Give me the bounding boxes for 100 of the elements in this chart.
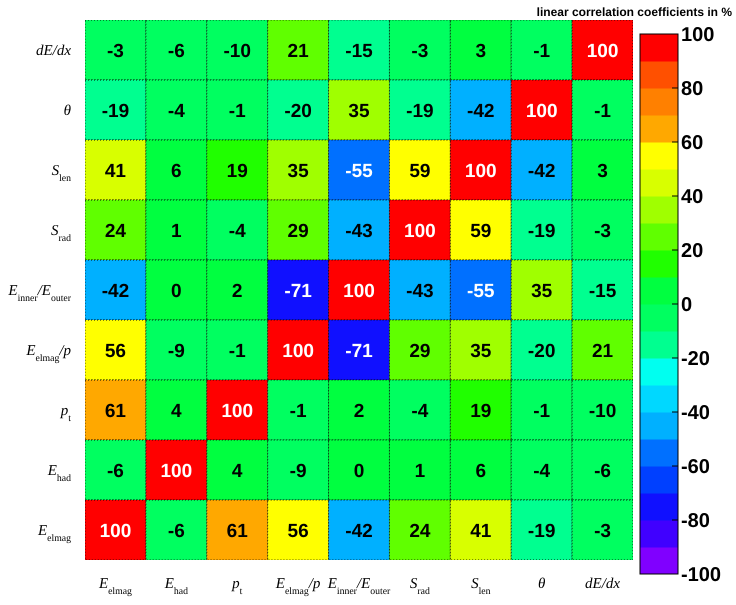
- data-label: 59: [409, 161, 430, 182]
- data-label: 100: [343, 281, 375, 302]
- y-tick-label: θ: [64, 103, 72, 119]
- data-label: -10: [588, 401, 616, 422]
- data-label: 29: [409, 341, 430, 362]
- color-bar-label: -60: [681, 456, 710, 478]
- data-label: -42: [467, 101, 495, 122]
- y-tick-label: p$_{t}$: [60, 403, 72, 424]
- data-label: -1: [228, 341, 246, 362]
- data-label: 21: [288, 41, 310, 62]
- data-label: 100: [221, 401, 254, 422]
- data-label: 100: [464, 161, 497, 182]
- x-tick-label: E$_{had}$: [164, 576, 188, 596]
- data-label: -19: [102, 101, 130, 122]
- y-tick-label: dE/dx: [36, 43, 72, 59]
- x-tick-label: E$_{inner}$/E$_{outer}$: [326, 576, 392, 596]
- data-label: 0: [171, 281, 182, 302]
- data-label: 35: [348, 101, 370, 122]
- color-bar-label: -20: [681, 348, 710, 370]
- data-label: 100: [100, 521, 132, 542]
- data-label: 41: [104, 161, 126, 182]
- data-label: -42: [345, 521, 373, 542]
- data-label: 56: [288, 521, 309, 542]
- data-label: -20: [528, 341, 556, 362]
- color-bar-label: 20: [681, 240, 704, 262]
- y-tick-label: E$_{had}$: [46, 463, 72, 484]
- data-label: -3: [106, 41, 124, 62]
- data-label: -43: [406, 281, 434, 302]
- data-label: -55: [345, 161, 374, 182]
- x-tick-label: E$_{elmag}$/p: [274, 576, 321, 596]
- data-label: -1: [228, 101, 246, 122]
- data-label: 61: [104, 401, 126, 422]
- data-label: -19: [406, 101, 434, 122]
- data-label: 24: [104, 221, 126, 242]
- color-bar-label: 0: [681, 294, 692, 316]
- data-label: -4: [411, 401, 429, 422]
- data-label: -43: [345, 221, 373, 242]
- data-label: 1: [414, 461, 426, 482]
- data-label: 35: [531, 281, 553, 302]
- data-label: 21: [592, 341, 614, 362]
- data-label: 41: [470, 521, 492, 542]
- chart-title: linear correlation coefficients in %: [536, 5, 732, 19]
- data-label: -3: [594, 521, 612, 542]
- y-tick-label: E$_{inner}$/E$_{outer}$: [7, 283, 72, 304]
- data-label: -6: [168, 41, 185, 62]
- data-label: 100: [160, 461, 192, 482]
- x-tick-label: dE/dx: [585, 576, 620, 592]
- data-label: -42: [528, 161, 556, 182]
- data-label: -19: [528, 521, 556, 542]
- data-label: 4: [171, 401, 182, 422]
- data-label: 4: [232, 461, 243, 482]
- color-bar-label: 40: [681, 186, 704, 208]
- x-tick-label: E$_{elmag}$: [98, 576, 132, 596]
- data-label: 2: [232, 281, 243, 302]
- data-label: 100: [526, 101, 558, 122]
- data-label: -15: [345, 41, 374, 62]
- color-bar-label: -40: [681, 402, 710, 424]
- x-tick-label: θ: [538, 576, 546, 592]
- data-label: 1: [171, 221, 182, 242]
- data-label: 56: [104, 341, 126, 362]
- data-label: 24: [409, 521, 431, 542]
- data-label: 100: [282, 341, 314, 362]
- data-label: -71: [284, 281, 312, 302]
- data-label: -4: [533, 461, 551, 482]
- data-label: -6: [168, 521, 185, 542]
- x-tick-label: S$_{len}$: [471, 576, 491, 596]
- data-label: 35: [288, 161, 310, 182]
- data-label: 6: [171, 161, 182, 182]
- data-label: -55: [467, 281, 495, 302]
- y-tick-label: E$_{elmag}$/p: [25, 343, 72, 364]
- data-label: 19: [470, 401, 492, 422]
- x-tick-label: p$_{t}$: [231, 576, 243, 596]
- data-label: 2: [354, 401, 364, 422]
- color-bar-label: 80: [681, 78, 704, 100]
- data-label: 100: [404, 221, 436, 242]
- x-tick-label: S$_{rad}$: [410, 576, 430, 596]
- data-label: -42: [102, 281, 130, 302]
- color-bar-label: 60: [681, 132, 704, 154]
- data-label: -6: [106, 461, 124, 482]
- data-label: 6: [475, 461, 486, 482]
- y-tick-label: E$_{elmag}$: [37, 523, 72, 544]
- y-tick-label: S$_{rad}$: [51, 223, 72, 244]
- data-label: -9: [168, 341, 185, 362]
- data-label: -1: [290, 401, 307, 422]
- data-label: -15: [588, 281, 617, 302]
- data-label: -1: [533, 401, 551, 422]
- data-label: 61: [226, 521, 248, 542]
- data-label: -1: [594, 101, 612, 122]
- data-label: -3: [594, 221, 612, 242]
- data-label: -71: [345, 341, 374, 362]
- data-label: -1: [533, 41, 551, 62]
- data-label: 0: [354, 461, 364, 482]
- color-bar-label: 100: [681, 24, 714, 46]
- y-tick-label: S$_{len}$: [52, 163, 72, 184]
- data-label: 59: [470, 221, 492, 242]
- data-label: 3: [475, 41, 486, 62]
- data-label: -4: [228, 221, 246, 242]
- data-label: -20: [284, 101, 312, 122]
- data-label: -19: [528, 221, 556, 242]
- data-label: -6: [594, 461, 612, 482]
